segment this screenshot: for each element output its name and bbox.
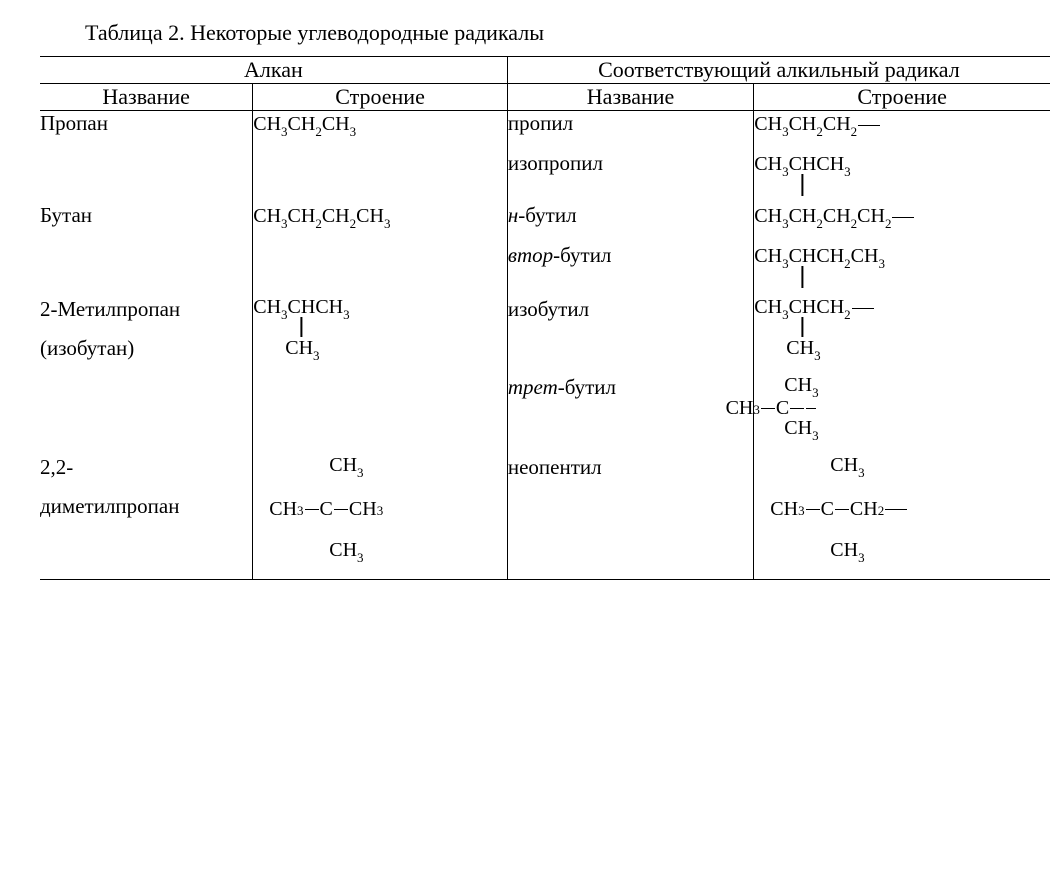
radical-name: -бутил [553, 243, 611, 267]
italic-prefix: трет [508, 375, 558, 399]
table-caption: Таблица 2. Некоторые углеводородные ради… [20, 20, 1030, 56]
radical-name: -бутил [518, 203, 576, 227]
radical-name-cell: изобутил [507, 297, 753, 361]
radical-structure-cell: CH3CH2CH2 [754, 111, 1050, 138]
alkane-name-line2: диметилпропан [40, 494, 252, 519]
alkane-name-line2: (изобутан) [40, 336, 252, 361]
alkane-structure-cell: CH3 CH3CCH3 CH3 [253, 455, 508, 580]
radical-structure-cell: CH3CHCH2CH3 [754, 243, 1050, 269]
branch-label: CH3 [285, 338, 507, 361]
radical-name-cell: трет-бутил [507, 375, 753, 441]
header-radical: Соответствующий алкильный радикал [507, 57, 1050, 84]
radical-structure-cell: CH3 CH3C CH3 [754, 375, 1050, 441]
radical-name: неопентил [508, 455, 602, 479]
header-alkane: Алкан [40, 57, 507, 84]
chem-formula: CH3CHCH2CH3 [754, 245, 885, 267]
radical-name: -бутил [558, 375, 616, 399]
chem-formula: CH3 CH3C CH3 [784, 375, 818, 441]
radical-structure-cell: CH3CH2CH2CH2 [754, 203, 1050, 229]
radical-name: изопропил [508, 151, 603, 175]
alkane-name: 2-Метилпропан [40, 297, 252, 322]
alkane-name: Бутан [40, 203, 92, 227]
col-structure-radical: Строение [754, 84, 1050, 111]
radical-name: изобутил [508, 297, 589, 321]
radical-structure-cell: CH3CHCH3 [754, 151, 1050, 177]
alkane-structure-cell: CH3CH2CH3 [253, 111, 508, 138]
chem-formula: CH3 CH3CCH2 CH3 [770, 455, 908, 563]
italic-prefix: н [508, 203, 518, 227]
radical-name-cell: втор-бутил [507, 243, 753, 269]
chem-formula: CH3CHCH3 [253, 297, 507, 320]
alkane-name-cell: 2-Метилпропан (изобутан) [40, 297, 253, 361]
chem-formula: CH3CHCH2 [754, 297, 1050, 320]
radical-name: пропил [508, 111, 573, 135]
alkane-name-cell: Пропан [40, 111, 253, 138]
radical-name-cell: пропил [507, 111, 753, 138]
alkane-name-cell: Бутан [40, 203, 253, 229]
col-name-alkane: Название [40, 84, 253, 111]
radical-structure-cell: CH3CHCH2 CH3 [754, 297, 1050, 361]
col-structure-alkane: Строение [253, 84, 508, 111]
branch-label: CH3 [786, 338, 1050, 361]
chem-formula: CH3CHCH3 [754, 153, 850, 175]
col-name-radical: Название [507, 84, 753, 111]
alkane-structure-cell: CH3CH2CH2CH3 [253, 203, 508, 229]
radical-name-cell: н-бутил [507, 203, 753, 229]
radical-name-cell: изопропил [507, 151, 753, 177]
alkane-structure-cell: CH3CHCH3 CH3 [253, 297, 508, 361]
alkane-name-cell: 2,2- диметилпропан [40, 455, 253, 580]
chem-formula: CH3CH2CH2CH2 [754, 205, 915, 227]
radical-structure-cell: CH3 CH3CCH2 CH3 [754, 455, 1050, 580]
chem-formula: CH3CH2CH3 [253, 113, 356, 135]
chem-formula: CH3 CH3CCH3 CH3 [269, 455, 383, 563]
alkane-name: Пропан [40, 111, 108, 135]
radicals-table: Алкан Соответствующий алкильный радикал … [40, 56, 1050, 580]
alkane-name: 2,2- [40, 455, 252, 480]
radical-name-cell: неопентил [507, 455, 753, 580]
chem-formula: CH3CH2CH2 [754, 113, 881, 135]
italic-prefix: втор [508, 243, 553, 267]
chem-formula: CH3CH2CH2CH3 [253, 205, 390, 227]
